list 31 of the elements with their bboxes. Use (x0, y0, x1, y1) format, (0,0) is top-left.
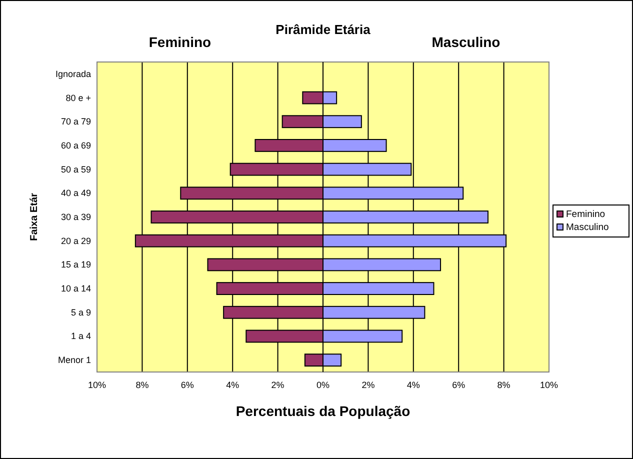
y-tick-label: 60 a 69 (60, 140, 91, 150)
text: Feminino (148, 34, 212, 50)
y-tick-label: Menor 1 (58, 355, 91, 366)
chart-title: Pirâmide Etária (276, 22, 372, 37)
x-tick-label: 4% (226, 380, 240, 390)
y-tick-label: Ignorada (55, 68, 91, 79)
y-axis-title: Faixa Etár (29, 192, 40, 241)
x-tick-label: 10% (88, 380, 106, 390)
y-tick-label: 80 e + (66, 92, 91, 103)
y-tick-label: 15 a 19 (60, 260, 91, 270)
y-tick-label: 40 a 49 (60, 188, 91, 198)
text: Masculino (432, 34, 500, 50)
x-tick-label: 8% (497, 380, 510, 390)
x-tick-label: 10% (540, 380, 558, 390)
x-tick-label: 6% (452, 380, 466, 390)
x-tick-label: 6% (180, 380, 194, 390)
x-axis-title: Percentuais da População (236, 403, 410, 419)
x-tick-label: 0% (316, 380, 330, 390)
y-tick-label: 20 a 29 (60, 236, 91, 246)
legend-label: Masculino (566, 222, 609, 233)
y-tick-label: 5 a 9 (70, 307, 91, 318)
y-tick-label: 70 a 79 (60, 116, 91, 127)
x-tick-label: 4% (406, 380, 420, 390)
x-tick-label: 2% (271, 380, 284, 390)
y-tick-label: 50 a 59 (60, 164, 91, 174)
y-tick-label: 10 a 14 (60, 284, 91, 294)
legend-label: Feminino (566, 209, 606, 220)
x-tick-label: 2% (362, 380, 375, 390)
y-tick-label: 30 a 39 (60, 212, 91, 222)
y-tick-label: 1 a 4 (70, 331, 91, 342)
x-tick-label: 8% (136, 380, 149, 390)
